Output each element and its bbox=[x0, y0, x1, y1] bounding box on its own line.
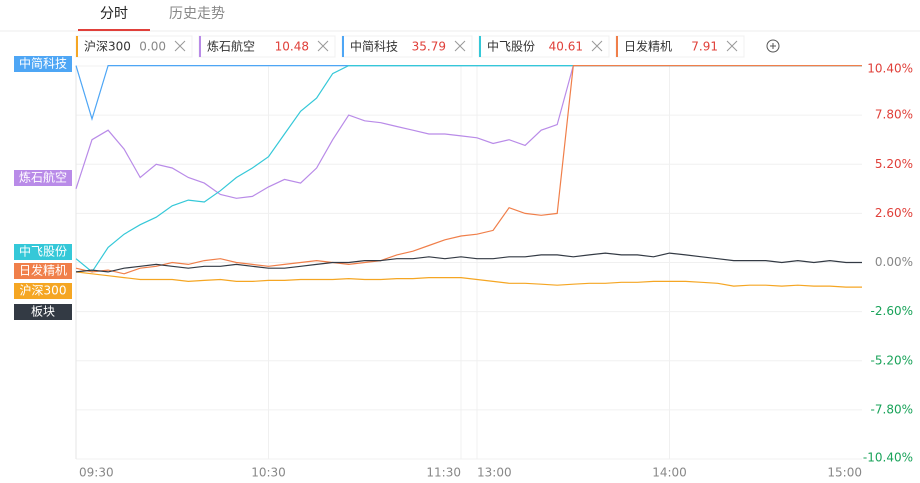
series-line bbox=[75, 252, 862, 273]
x-tick-label: 09:30 bbox=[79, 466, 114, 480]
series-tag: 沪深300 bbox=[14, 283, 72, 299]
y-tick-label: 10.40% bbox=[867, 62, 913, 76]
legend-color-bar bbox=[199, 36, 201, 57]
y-tick-label: -10.40% bbox=[863, 451, 913, 465]
y-tick-label: -5.20% bbox=[871, 353, 913, 367]
remove-icon[interactable] bbox=[726, 40, 738, 52]
legend-color-bar bbox=[616, 36, 618, 57]
add-icon-plus bbox=[770, 43, 776, 49]
series-tag-bg bbox=[14, 244, 72, 260]
series-tag: 日发精机 bbox=[14, 263, 72, 279]
series-tag-label: 炼石航空 bbox=[19, 170, 67, 185]
x-tick-label: 15:00 bbox=[827, 466, 862, 480]
series-tag-bg bbox=[14, 170, 72, 186]
series-tag-label: 日发精机 bbox=[19, 263, 67, 278]
series-tag: 中飞股份 bbox=[14, 244, 72, 260]
series-line bbox=[75, 65, 862, 199]
y-tick-label: 0.00% bbox=[875, 255, 913, 269]
legend-name: 中飞股份 bbox=[487, 39, 535, 54]
series-line bbox=[75, 271, 862, 288]
remove-icon[interactable] bbox=[174, 40, 186, 52]
series-tag-bg bbox=[14, 56, 72, 72]
add-button[interactable] bbox=[766, 39, 780, 53]
series-tag-bg bbox=[14, 283, 72, 299]
legend-chip: 日发精机 7.91 bbox=[615, 35, 745, 58]
x-tick-label: 11:30 bbox=[426, 466, 461, 480]
legend-quote: 7.91 bbox=[691, 40, 718, 54]
y-tick-label: -7.80% bbox=[871, 402, 913, 416]
legend-quote: 10.48 bbox=[275, 40, 309, 54]
series-line bbox=[75, 65, 862, 275]
series-tag: 板块 bbox=[14, 304, 72, 320]
series-tag-label: 中简科技 bbox=[19, 56, 67, 71]
series-line bbox=[75, 65, 862, 121]
series-tag-bg bbox=[14, 304, 72, 320]
legend-chip: 沪深300 0.00 bbox=[75, 35, 193, 58]
legend-chip: 中简科技 35.79 bbox=[341, 35, 473, 58]
series-tag: 中简科技 bbox=[14, 56, 72, 72]
y-tick-label: 5.20% bbox=[875, 157, 913, 171]
remove-icon[interactable] bbox=[454, 40, 466, 52]
legend-name: 沪深300 bbox=[84, 40, 131, 54]
legend-name: 日发精机 bbox=[624, 39, 672, 54]
legend-quote: 35.79 bbox=[412, 40, 446, 54]
series-tag-bg bbox=[14, 263, 72, 279]
legend-color-bar bbox=[479, 36, 481, 57]
y-tick-label: -2.60% bbox=[871, 304, 913, 318]
remove-icon[interactable] bbox=[591, 40, 603, 52]
tab[interactable]: 分时 bbox=[100, 6, 128, 22]
legend-quote: 40.61 bbox=[549, 40, 583, 54]
legend-chip: 炼石航空 10.48 bbox=[198, 35, 336, 58]
legend-color-bar bbox=[76, 36, 78, 57]
tab[interactable]: 历史走势 bbox=[169, 6, 225, 22]
legend-name: 中简科技 bbox=[350, 39, 398, 54]
active-tab-underline bbox=[78, 29, 150, 31]
y-tick-label: 2.60% bbox=[875, 206, 913, 220]
remove-icon[interactable] bbox=[317, 40, 329, 52]
y-tick-label: 7.80% bbox=[875, 108, 913, 122]
legend-quote: 0.00 bbox=[139, 40, 166, 54]
series-tag: 炼石航空 bbox=[14, 170, 72, 186]
x-tick-label: 13:00 bbox=[477, 466, 512, 480]
series-tag-label: 板块 bbox=[31, 305, 55, 319]
add-icon bbox=[766, 39, 780, 53]
legend-color-bar bbox=[342, 36, 344, 57]
legend-name: 炼石航空 bbox=[207, 39, 255, 54]
x-tick-label: 10:30 bbox=[251, 466, 286, 480]
series-line bbox=[75, 65, 862, 273]
series-tag-label: 沪深300 bbox=[20, 284, 67, 298]
x-tick-label: 14:00 bbox=[652, 466, 687, 480]
legend-chip: 中飞股份 40.61 bbox=[478, 35, 610, 58]
series-tag-label: 中飞股份 bbox=[19, 244, 67, 259]
